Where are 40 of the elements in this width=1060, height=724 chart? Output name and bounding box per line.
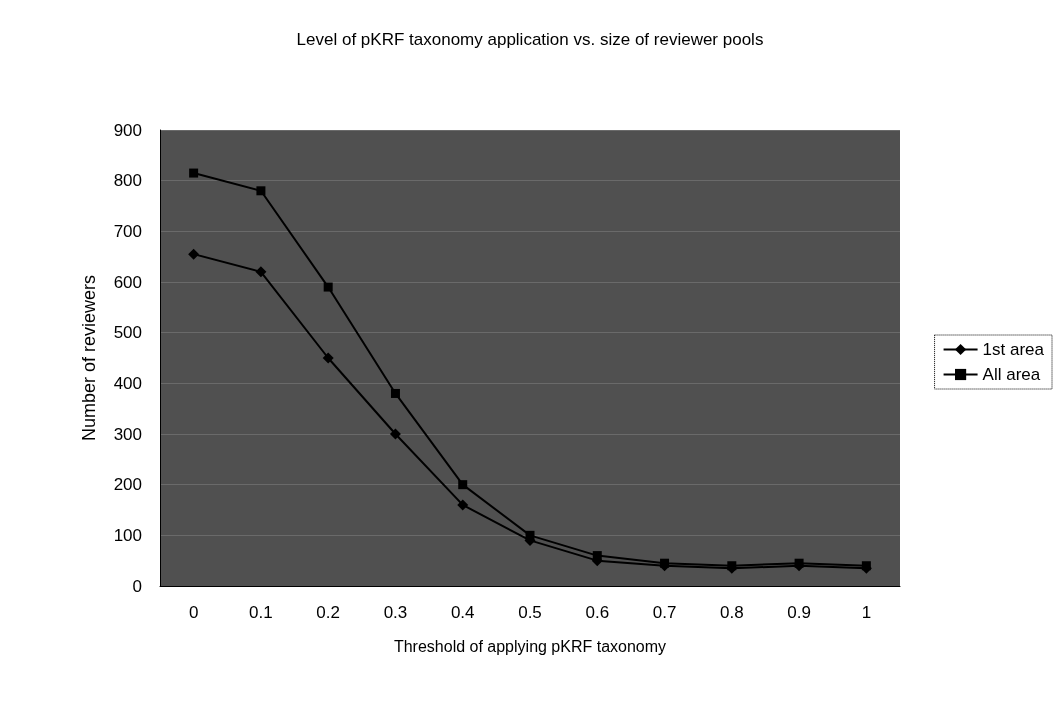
point xyxy=(255,266,267,278)
x-tick-label: 0.7 xyxy=(652,603,677,622)
x-tick-label: 0 xyxy=(188,603,199,622)
point xyxy=(525,530,535,540)
point xyxy=(189,168,199,178)
y-tick-label: 700 xyxy=(113,221,142,241)
y-tick-label: 0 xyxy=(132,576,142,596)
chart-title: Level of pKRF taxonomy application vs. size of reviewer pools xyxy=(296,30,764,49)
y-tick-label: 800 xyxy=(113,171,142,191)
y-tick-label: 600 xyxy=(113,272,142,292)
y-tick-label: 100 xyxy=(113,525,142,545)
y-tick-label: 400 xyxy=(113,373,142,393)
x-tick-label: 0.6 xyxy=(585,603,610,622)
point xyxy=(390,388,400,398)
point xyxy=(592,551,602,561)
point xyxy=(457,499,469,511)
y-tick-label: 300 xyxy=(113,424,142,444)
y-axis-title: Number of reviewers xyxy=(79,274,99,442)
x-tick-label: 0.4 xyxy=(450,603,475,622)
x-tick-label: 1 xyxy=(861,603,872,622)
x-tick-label: 0.8 xyxy=(720,603,744,622)
x-axis-title: Threshold of applying pKRF taxonomy xyxy=(393,637,667,655)
point xyxy=(322,352,334,364)
x-tick-label: 0.9 xyxy=(787,603,811,622)
x-tick-label: 0.5 xyxy=(518,603,542,622)
x-tick-label: 0.3 xyxy=(383,603,408,622)
legend-label: 1st area xyxy=(982,340,1045,359)
point xyxy=(794,558,804,568)
point xyxy=(323,282,333,292)
y-tick-label: 200 xyxy=(113,475,142,495)
point xyxy=(389,428,401,440)
x-tick-label: 0.1 xyxy=(249,603,273,622)
y-tick-label: 900 xyxy=(113,120,142,140)
x-tick-label: 0.2 xyxy=(316,603,340,622)
legend-label: All area xyxy=(982,365,1041,384)
point xyxy=(188,248,200,260)
point xyxy=(660,558,670,568)
point xyxy=(458,480,468,490)
point xyxy=(256,186,266,196)
y-tick-label: 500 xyxy=(113,323,142,343)
